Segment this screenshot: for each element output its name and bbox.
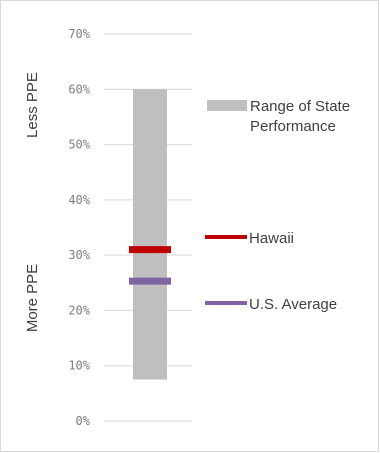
y-tick-label: 0% bbox=[76, 414, 91, 428]
range-bar bbox=[133, 89, 167, 380]
y-tick-label: 60% bbox=[68, 82, 90, 96]
legend-us-average-label: U.S. Average bbox=[249, 296, 337, 313]
hawaii-marker bbox=[129, 246, 171, 254]
legend-range-swatch bbox=[207, 100, 247, 111]
legend-us-average-swatch bbox=[205, 301, 247, 305]
y-tick-label: 30% bbox=[68, 248, 90, 262]
legend-range-line1: Range of State bbox=[250, 98, 350, 115]
less-ppe-label: Less PPE bbox=[24, 72, 41, 138]
legend-range-line2: Performance bbox=[250, 118, 336, 135]
more-ppe-label: More PPE bbox=[24, 264, 41, 332]
us-average-marker bbox=[129, 277, 171, 285]
y-tick-label: 20% bbox=[68, 303, 90, 317]
y-tick-label: 70% bbox=[68, 27, 90, 41]
y-tick-label: 10% bbox=[68, 359, 90, 373]
legend-hawaii-swatch bbox=[205, 235, 247, 239]
y-tick-label: 40% bbox=[68, 193, 90, 207]
y-axis-ticks: 0% 10% 20% 30% 40% 50% 60% 70% bbox=[68, 27, 90, 428]
y-tick-label: 50% bbox=[68, 138, 90, 152]
legend-hawaii-label: Hawaii bbox=[249, 230, 294, 247]
